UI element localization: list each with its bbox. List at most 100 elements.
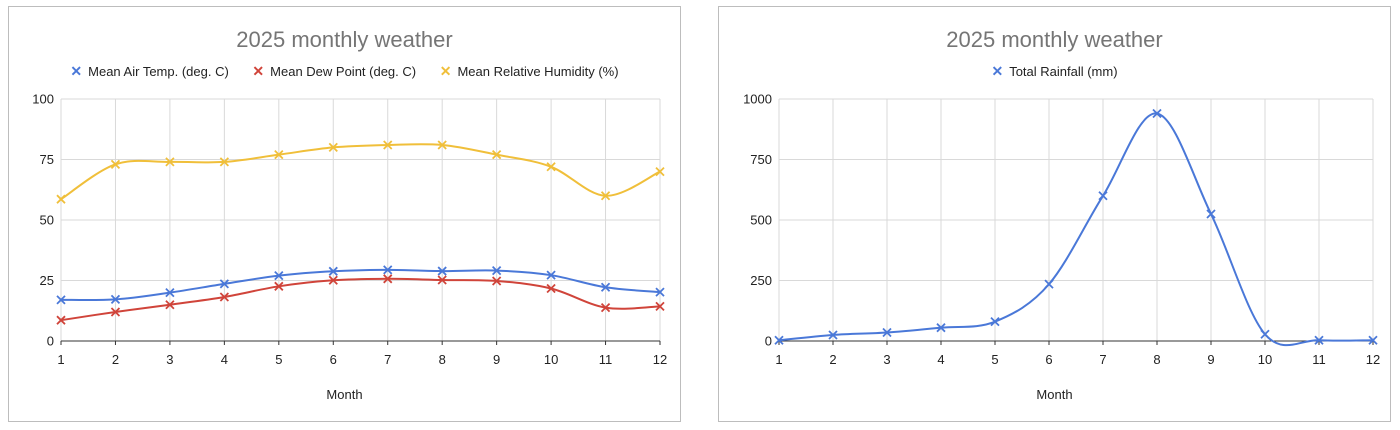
data-point — [1098, 191, 1108, 201]
data-point — [165, 287, 175, 298]
series-line — [60, 268, 661, 302]
legend-marker-icon: ✕ — [252, 63, 265, 79]
x-tick-label: 1 — [57, 352, 64, 367]
chart-legend: ✕ Mean Air Temp. (deg. C) ✕ Mean Dew Point… — [9, 63, 680, 80]
data-point — [219, 292, 230, 302]
x-axis-label: Month — [1036, 387, 1073, 402]
data-point — [383, 274, 393, 284]
chart-legend: ✕ Total Rainfall (mm) — [719, 63, 1390, 80]
data-point — [491, 276, 502, 286]
data-point — [936, 323, 946, 333]
data-point — [491, 265, 502, 276]
chart-title: 2025 monthly weather — [236, 27, 453, 52]
x-tick-label: 7 — [1099, 352, 1106, 367]
data-point — [1044, 279, 1054, 289]
data-point — [437, 266, 447, 276]
y-tick-label: 500 — [750, 213, 772, 228]
y-tick-label: 100 — [32, 92, 54, 107]
series-line — [778, 112, 1374, 347]
data-point — [110, 159, 121, 169]
chart-right-panel: 2025 monthly weather ✕ Total Rainfall (mm… — [718, 6, 1391, 422]
x-tick-label: 9 — [1207, 352, 1214, 367]
data-point — [828, 330, 838, 340]
x-tick-label: 7 — [384, 352, 391, 367]
legend-label: Mean Relative Humidity (%) — [457, 64, 619, 79]
x-tick-label: 10 — [1258, 352, 1272, 367]
data-point — [110, 294, 121, 305]
data-point — [328, 275, 338, 285]
legend-marker-icon: ✕ — [991, 63, 1004, 79]
x-tick-label: 6 — [1045, 352, 1052, 367]
data-point — [546, 162, 556, 172]
legend-item-dew-point: ✕ Mean Dew Point (deg. C) — [252, 63, 416, 80]
y-tick-label: 25 — [40, 273, 54, 288]
data-point — [1206, 209, 1216, 219]
legend-marker-icon: ✕ — [70, 63, 83, 79]
data-point — [882, 327, 892, 338]
x-tick-label: 1 — [775, 352, 782, 367]
legend-item-air-temp: ✕ Mean Air Temp. (deg. C) — [70, 63, 228, 80]
y-tick-label: 50 — [40, 213, 54, 228]
data-point — [655, 287, 665, 297]
data-point — [1152, 108, 1162, 119]
x-tick-label: 2 — [112, 352, 119, 367]
data-point — [1314, 335, 1324, 345]
data-point — [600, 282, 611, 292]
data-point — [219, 157, 230, 167]
y-tick-label: 75 — [40, 152, 54, 167]
legend-label: Total Rainfall (mm) — [1009, 64, 1118, 79]
data-point — [990, 317, 1000, 327]
data-point — [1368, 335, 1378, 345]
data-point — [165, 157, 175, 167]
series-line — [60, 277, 661, 322]
data-point — [491, 150, 502, 160]
y-tick-label: 0 — [47, 334, 54, 349]
data-point — [219, 279, 230, 289]
series-line — [60, 143, 661, 201]
data-point — [56, 295, 66, 305]
data-point — [383, 140, 393, 150]
data-point — [437, 140, 447, 150]
x-tick-label: 3 — [883, 352, 890, 367]
x-tick-label: 9 — [493, 352, 500, 367]
data-point — [655, 166, 665, 177]
y-tick-label: 0 — [765, 334, 772, 349]
data-point — [546, 283, 556, 294]
x-tick-label: 3 — [166, 352, 173, 367]
x-tick-label: 5 — [275, 352, 282, 367]
x-tick-label: 12 — [1366, 352, 1380, 367]
data-point — [165, 300, 175, 310]
x-tick-label: 10 — [544, 352, 558, 367]
legend-item-rainfall: ✕ Total Rainfall (mm) — [991, 63, 1117, 80]
x-tick-label: 11 — [1312, 352, 1326, 367]
x-tick-label: 4 — [937, 352, 944, 367]
legend-label: Mean Air Temp. (deg. C) — [88, 64, 229, 79]
x-tick-label: 5 — [991, 352, 998, 367]
y-tick-label: 250 — [750, 273, 772, 288]
y-tick-label: 1000 — [743, 92, 772, 107]
y-tick-label: 750 — [750, 152, 772, 167]
data-point — [655, 301, 665, 312]
data-point — [600, 302, 611, 313]
data-point — [56, 315, 66, 325]
data-point — [1260, 329, 1270, 339]
x-tick-label: 4 — [221, 352, 228, 367]
data-point — [274, 150, 284, 160]
x-tick-label: 8 — [439, 352, 446, 367]
x-tick-label: 12 — [653, 352, 667, 367]
data-point — [546, 270, 556, 280]
x-tick-label: 8 — [1153, 352, 1160, 367]
legend-marker-icon: ✕ — [439, 63, 452, 79]
x-tick-label: 6 — [330, 352, 337, 367]
data-point — [274, 271, 284, 281]
legend-label: Mean Dew Point (deg. C) — [270, 64, 417, 79]
data-point — [328, 142, 338, 153]
chart-left-panel: 2025 monthly weather ✕ Mean Air Temp. (de… — [8, 6, 681, 422]
data-point — [328, 266, 338, 276]
data-point — [274, 281, 284, 291]
legend-item-humidity: ✕ Mean Relative Humidity (%) — [440, 63, 619, 80]
data-point — [56, 194, 66, 204]
x-tick-label: 2 — [829, 352, 836, 367]
